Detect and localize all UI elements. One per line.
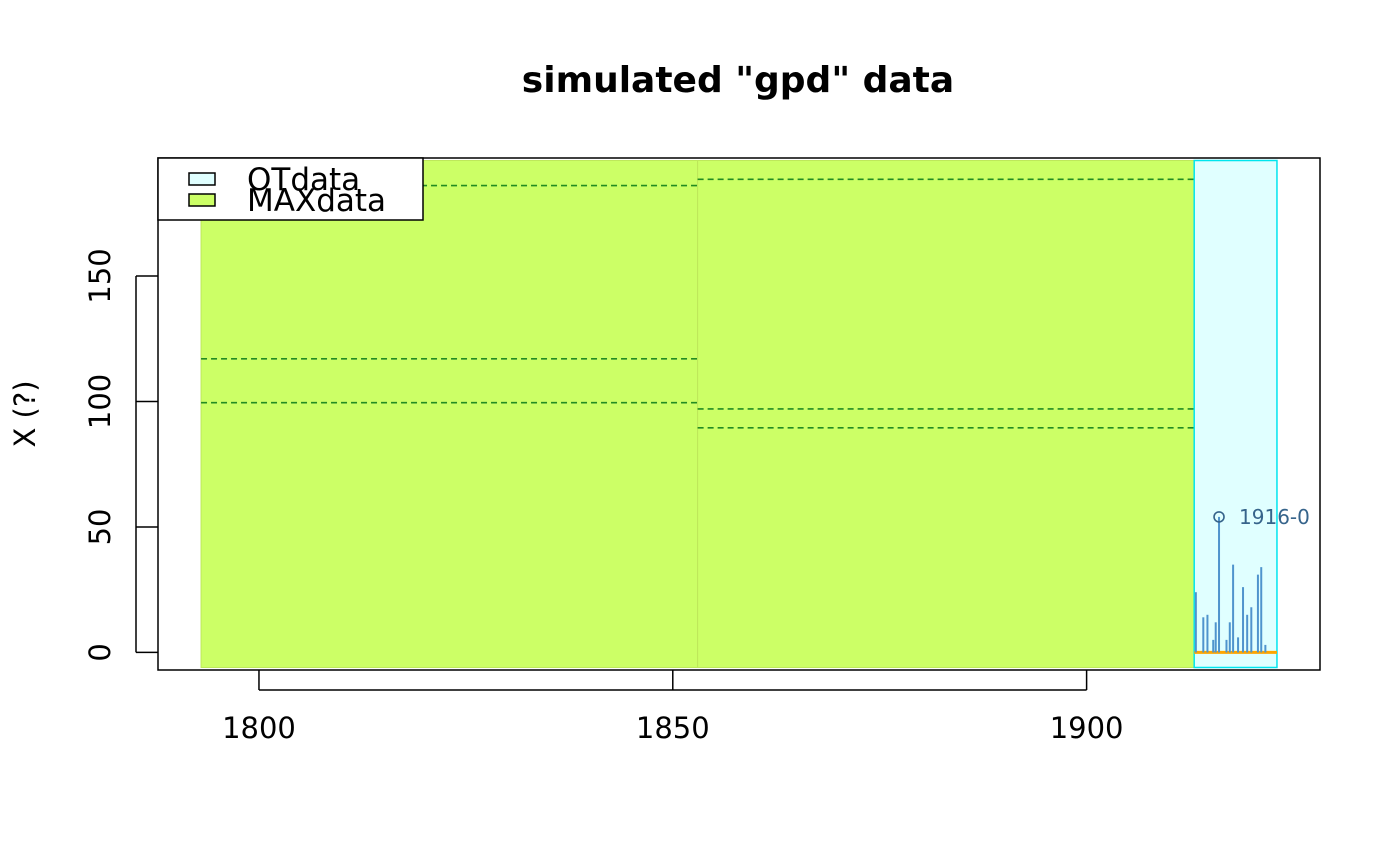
maxdata-block-1 — [697, 160, 1195, 668]
plot-frame — [157, 157, 1321, 671]
y-axis-title: X (?) — [8, 380, 42, 447]
x-tick-label-1900: 1900 — [1050, 711, 1124, 745]
y-tick-label-50: 50 — [83, 508, 117, 545]
legend: OTdata MAXdata — [157, 157, 424, 221]
maxdata-block-0 — [200, 160, 699, 668]
x-tick-label-1850: 1850 — [636, 711, 710, 745]
x-tick-label-1800: 1800 — [222, 711, 296, 745]
legend-swatch-maxdata — [188, 193, 216, 207]
y-tick-label-100: 100 — [83, 374, 117, 429]
axes-layer: 0 50 100 150 1800 1850 1900 — [83, 248, 1124, 745]
legend-label-otdata: OTdata — [247, 162, 360, 198]
legend-label-maxdata: MAXdata — [247, 183, 386, 219]
plot-layer: 1916-0 — [200, 159, 1310, 669]
legend-box — [157, 157, 424, 221]
chart-title: simulated "gpd" data — [522, 60, 954, 101]
annotation-label: 1916-0 — [1239, 505, 1310, 529]
y-tick-label-150: 150 — [83, 248, 117, 303]
legend-swatch-otdata — [188, 172, 216, 186]
annotation-marker — [1213, 511, 1225, 523]
otdata-block — [1193, 159, 1278, 669]
y-tick-label-0: 0 — [83, 643, 117, 661]
